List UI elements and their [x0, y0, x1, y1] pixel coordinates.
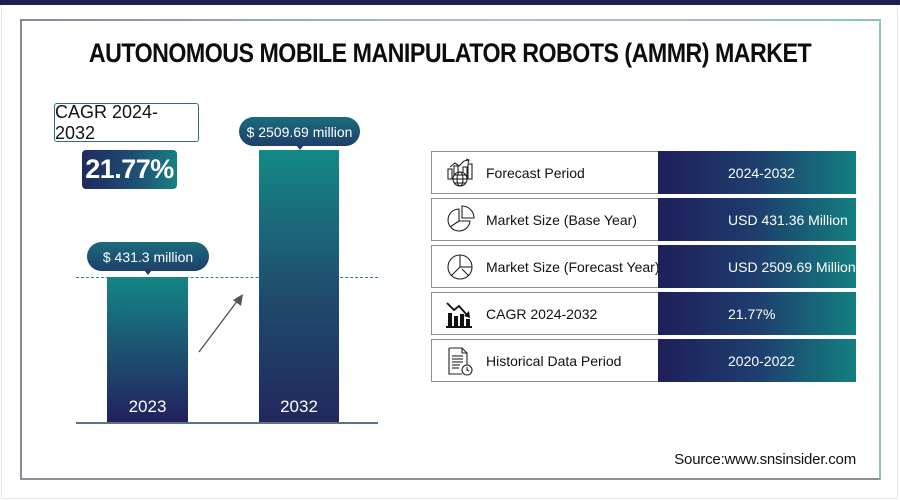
row-value: USD 2509.69 Million — [728, 258, 856, 275]
row-label-cell: Market Size (Forecast Year) — [431, 245, 660, 288]
top-accent-strip — [0, 0, 900, 5]
cagr-value-badge: 21.77% — [82, 150, 177, 189]
row-value: 21.77% — [728, 305, 776, 322]
table-row-cagr: CAGR 2024-2032 21.77% — [431, 292, 856, 335]
source-attribution: Source:www.snsinsider.com — [674, 451, 856, 468]
chart-baseline — [76, 422, 378, 424]
row-value: 2024-2032 — [728, 164, 795, 181]
value-label-2032: $ 2509.69 million — [246, 123, 353, 140]
pie-chart-split-icon — [447, 253, 473, 280]
cagr-label: CAGR 2024-2032 — [55, 101, 159, 143]
table-row-market-size-base-year: Market Size (Base Year) USD 431.36 Milli… — [431, 198, 856, 241]
row-value-cell: USD 431.36 Million — [658, 198, 856, 241]
row-value-cell: 21.77% — [658, 292, 856, 335]
row-label-cell: Market Size (Base Year) — [431, 198, 659, 241]
table-row-forecast-period: Forecast Period 2024-2032 — [431, 151, 856, 194]
table-row-market-size-forecast-year: Market Size (Forecast Year) USD 2509.69 … — [431, 245, 856, 288]
row-value-cell: USD 2509.69 Million — [658, 245, 856, 288]
row-value-cell: 2020-2022 — [658, 339, 856, 382]
row-label: Forecast Period — [486, 164, 585, 181]
bar-2032: 2032 — [259, 150, 339, 423]
reference-dashed-line — [76, 277, 378, 278]
row-label-cell: Forecast Period — [431, 151, 659, 194]
row-label: Market Size (Forecast Year) — [486, 258, 660, 275]
page-edge — [1, 5, 898, 499]
bar-year-2023: 2023 — [128, 397, 167, 416]
frame-top-border — [20, 19, 881, 21]
value-label-2023: $ 431.3 million — [102, 248, 194, 265]
value-bubble-2032: $ 2509.69 million — [239, 117, 360, 150]
row-value: USD 431.36 Million — [728, 211, 848, 228]
pie-chart-icon — [447, 204, 475, 232]
bar-year-2032: 2032 — [280, 397, 318, 416]
row-value-cell: 2024-2032 — [658, 151, 856, 194]
page-title: AUTONOMOUS MOBILE MANIPULATOR ROBOTS (AM… — [88, 38, 812, 68]
forecast-globe-chart-icon — [447, 157, 473, 187]
document-clock-icon — [448, 346, 473, 376]
row-value: 2020-2022 — [728, 352, 795, 369]
row-label: CAGR 2024-2032 — [486, 305, 598, 322]
row-label-cell: Historical Data Period — [431, 339, 659, 382]
table-row-historical-data-period: Historical Data Period 2020-2022 — [431, 339, 856, 382]
row-label: Historical Data Period — [486, 352, 622, 369]
bar-2023: 2023 — [107, 277, 188, 423]
bar-chart-trend-icon — [446, 301, 472, 328]
row-label: Market Size (Base Year) — [486, 211, 637, 228]
cagr-value: 21.77% — [85, 154, 174, 184]
cagr-label-box: CAGR 2024-2032 — [54, 101, 199, 143]
row-label-cell: CAGR 2024-2032 — [431, 292, 659, 335]
value-bubble-2023: $ 431.3 million — [87, 242, 209, 275]
growth-arrow-icon — [198, 294, 243, 353]
